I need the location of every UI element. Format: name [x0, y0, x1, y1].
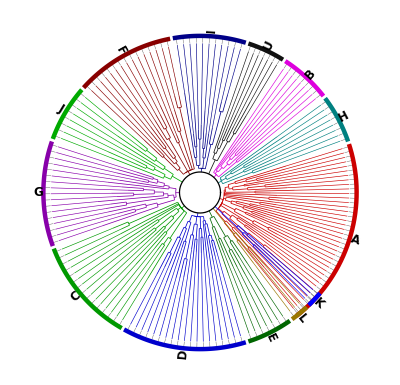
- Text: L: L: [295, 311, 310, 326]
- Text: F: F: [114, 44, 129, 57]
- Text: D: D: [176, 348, 190, 359]
- Text: U: U: [261, 38, 276, 53]
- Text: A: A: [349, 233, 361, 248]
- Text: B: B: [303, 66, 318, 82]
- Text: H: H: [336, 108, 351, 124]
- Text: I: I: [205, 28, 218, 33]
- Text: E: E: [264, 332, 279, 345]
- Text: J: J: [56, 102, 66, 116]
- Text: K: K: [311, 295, 326, 311]
- Text: C: C: [68, 289, 83, 305]
- Text: G: G: [33, 186, 43, 199]
